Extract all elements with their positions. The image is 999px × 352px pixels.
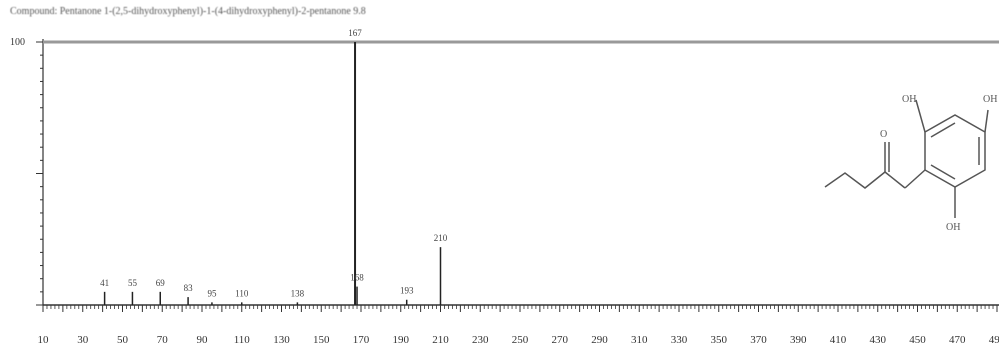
x-tick-label: 190 xyxy=(393,334,410,346)
y-minor-ticks xyxy=(36,41,43,306)
peak-label: 83 xyxy=(184,283,194,293)
x-tick-label: 130 xyxy=(273,334,290,346)
x-tick-label: 70 xyxy=(157,334,169,346)
x-tick-label: 270 xyxy=(552,334,569,346)
peak-label: 95 xyxy=(207,288,217,298)
x-tick-label: 410 xyxy=(830,334,847,346)
oh-bond-right xyxy=(984,109,989,133)
oh-bond-top-left xyxy=(915,99,926,133)
x-tick-label: 330 xyxy=(671,334,688,346)
peak-label: 55 xyxy=(128,278,138,288)
methylene-bond xyxy=(904,169,926,189)
chemical-structure xyxy=(824,99,989,218)
x-tick-label: 290 xyxy=(591,334,608,346)
x-tick-label: 350 xyxy=(711,334,728,346)
hydroxyl-label-top-right: OH xyxy=(983,94,997,105)
ring-double-bond-3 xyxy=(930,164,956,180)
x-tick-label: 50 xyxy=(117,334,129,346)
peak-bars: 41 55 69 83 95 110 138 167 168 193 210 xyxy=(100,28,448,305)
x-tick-label: 230 xyxy=(472,334,489,346)
peak-label: 168 xyxy=(350,273,364,283)
x-tick-label: 370 xyxy=(750,334,767,346)
x-minor-ticks xyxy=(42,305,998,312)
x-tick-label: 210 xyxy=(432,334,449,346)
y-tick-label-100: 100 xyxy=(10,37,25,48)
x-tick-label: 390 xyxy=(790,334,807,346)
compound-header: Compound: Pentanone 1-(2,5-dihydroxyphen… xyxy=(10,6,366,17)
hydroxyl-label-bottom: OH xyxy=(946,222,960,233)
x-tick-label: 490 xyxy=(989,334,999,346)
x-tick-label: 430 xyxy=(870,334,887,346)
benzene-ring xyxy=(924,114,986,188)
x-tick-label: 150 xyxy=(313,334,330,346)
peak-label: 138 xyxy=(291,288,305,298)
peak-label: 69 xyxy=(156,278,166,288)
x-tick-labels: 10 30 50 70 90 110 130 150 170 190 210 230 250 270 290… xyxy=(38,334,999,346)
hydroxyl-label-top-left: OH xyxy=(902,94,916,105)
x-tick-label: 90 xyxy=(197,334,209,346)
peak-label: 110 xyxy=(235,288,249,298)
x-tick-label: 170 xyxy=(353,334,370,346)
x-tick-label: 10 xyxy=(38,334,50,346)
x-tick-label: 310 xyxy=(631,334,648,346)
peak-label: 210 xyxy=(434,233,448,243)
x-tick-label: 30 xyxy=(77,334,89,346)
x-tick-label: 250 xyxy=(512,334,529,346)
x-tick-label: 450 xyxy=(909,334,926,346)
x-tick-label: 110 xyxy=(234,334,251,346)
peak-label: 167 xyxy=(348,28,362,38)
carbonyl-oxygen-label: O xyxy=(880,129,887,140)
peak-label: 41 xyxy=(100,278,109,288)
ring-double-bond-1 xyxy=(930,122,956,138)
x-tick-label: 470 xyxy=(949,334,966,346)
alkyl-chain xyxy=(824,171,906,189)
peak-label: 193 xyxy=(400,286,414,296)
